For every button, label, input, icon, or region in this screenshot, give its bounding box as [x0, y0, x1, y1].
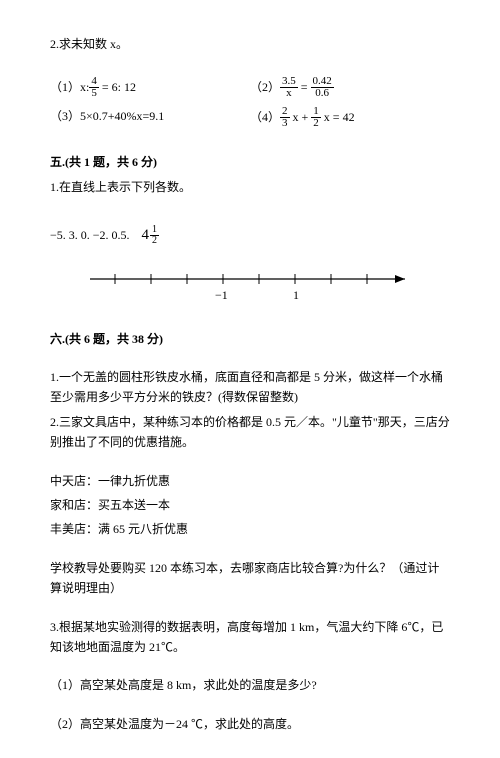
s6q3b: （2）高空某处温度为－24 ℃，求此处的高度。 [50, 714, 450, 734]
eq1-prefix: （1）x: [50, 80, 89, 94]
section5-title: 五.(共 1 题，共 6 分) [50, 152, 450, 172]
s6q3: 3.根据某地实验测得的数据表明，高度每增加 1 km，气温大约下降 6℃，已知该… [50, 617, 450, 658]
eq2: （2）3.5x = 0.420.6 [250, 76, 450, 100]
page: 2.求未知数 x。 （1）x:45 = 6: 12 （2）3.5x = 0.42… [0, 0, 500, 758]
eq2-eq: = [301, 80, 308, 94]
store2: 家和店：买五本送一本 [50, 495, 450, 515]
section6-title: 六.(共 6 题，共 38 分) [50, 329, 450, 349]
eq4-mid: x + [293, 110, 309, 124]
q2-label: 2.求未知数 x。 [50, 34, 450, 54]
s6q2: 2.三家文具店中，某种练习本的价格都是 0.5 元／本。"儿童节"那天，三店分别… [50, 412, 450, 453]
tick-label-1: 1 [293, 288, 299, 302]
s5q1-mixed-d: 2 [150, 236, 159, 247]
s5q1-list: −5. 3. 0. −2. 0.5. [50, 228, 130, 242]
s5q1-mixed-whole: 4 [142, 223, 150, 249]
eq2-prefix: （2） [250, 80, 280, 94]
eq4-a: 23 [280, 106, 290, 130]
eq4-a-d: 3 [280, 118, 290, 130]
s5q1-mixed: 4 12 [142, 223, 160, 249]
eq2-rhs: 0.420.6 [311, 76, 334, 100]
eq4: （4）23 x + 12 x = 42 [250, 106, 450, 130]
store3: 丰美店：满 65 元八折优惠 [50, 519, 450, 539]
eq2-lhs-d: x [280, 88, 298, 100]
equations-row-1: （1）x:45 = 6: 12 （2）3.5x = 0.420.6 [50, 76, 450, 100]
eq1: （1）x:45 = 6: 12 [50, 76, 250, 100]
eq4-suffix: x = 42 [324, 110, 355, 124]
number-line: −1 1 [85, 267, 415, 307]
s5q1: 1.在直线上表示下列各数。 [50, 177, 450, 197]
eq1-frac: 45 [89, 76, 99, 100]
number-line-wrap: −1 1 [50, 267, 450, 307]
eq1-suffix: = 6: 12 [102, 80, 136, 94]
eq2-rhs-d: 0.6 [311, 88, 334, 100]
s6q1: 1.一个无盖的圆柱形铁皮水桶，底面直径和高都是 5 分米，做这样一个水桶至少需用… [50, 367, 450, 408]
s5q1-numbers: −5. 3. 0. −2. 0.5. 4 12 [50, 223, 450, 249]
eq4-prefix: （4） [250, 110, 280, 124]
eq4-b: 12 [311, 106, 321, 130]
eq3-text: （3）5×0.7+40%x=9.1 [50, 109, 164, 123]
s6q2-followup: 学校教导处要购买 120 本练习本，去哪家商店比较合算?为什么？（通过计算说明理… [50, 558, 450, 599]
eq2-lhs: 3.5x [280, 76, 298, 100]
s6q3a: （1）高空某处高度是 8 km，求此处的温度是多少? [50, 675, 450, 695]
tick-label-neg1: −1 [215, 288, 228, 302]
eq1-frac-d: 5 [89, 88, 99, 100]
s5q1-mixed-frac: 12 [150, 225, 159, 247]
equations-row-2: （3）5×0.7+40%x=9.1 （4）23 x + 12 x = 42 [50, 106, 450, 130]
eq4-b-d: 2 [311, 118, 321, 130]
eq3: （3）5×0.7+40%x=9.1 [50, 106, 250, 130]
store1: 中天店：一律九折优惠 [50, 471, 450, 491]
